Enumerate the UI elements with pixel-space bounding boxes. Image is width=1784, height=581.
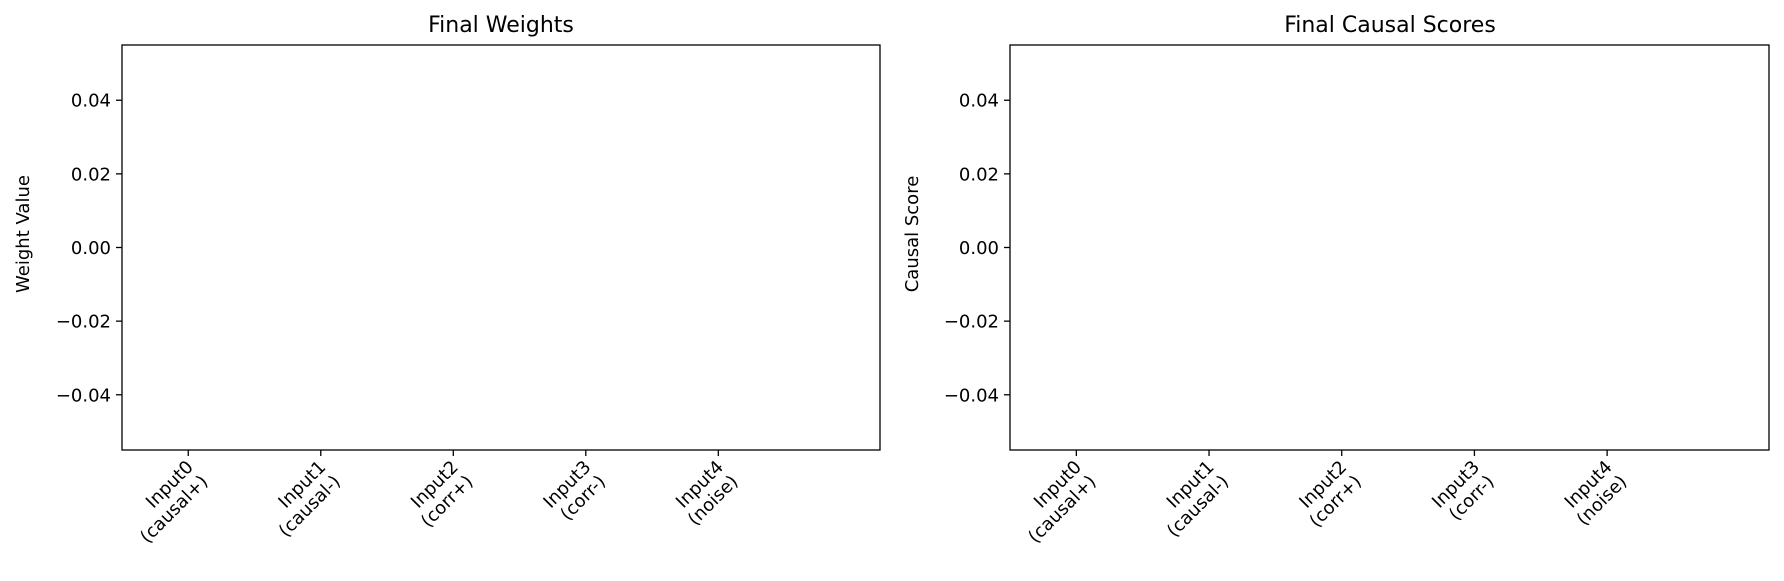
y-tick-label: −0.04 (944, 385, 999, 406)
y-axis-label: Weight Value (13, 175, 34, 293)
y-tick-label: 0.00 (71, 238, 111, 259)
y-tick-label: 0.04 (959, 91, 999, 112)
chart-title: Final Weights (428, 13, 574, 38)
axes-frame (1009, 44, 1770, 451)
y-tick-label: 0.00 (959, 238, 999, 259)
axes-frame (121, 44, 881, 451)
chart-title: Final Causal Scores (1284, 13, 1496, 38)
y-tick-label: −0.04 (56, 385, 111, 406)
y-tick-label: 0.02 (959, 164, 999, 185)
y-tick-label: −0.02 (56, 312, 111, 333)
y-tick-label: 0.02 (71, 164, 111, 185)
y-axis-label: Causal Score (902, 176, 923, 293)
y-tick-label: 0.04 (71, 91, 111, 112)
y-tick-label: −0.02 (944, 312, 999, 333)
